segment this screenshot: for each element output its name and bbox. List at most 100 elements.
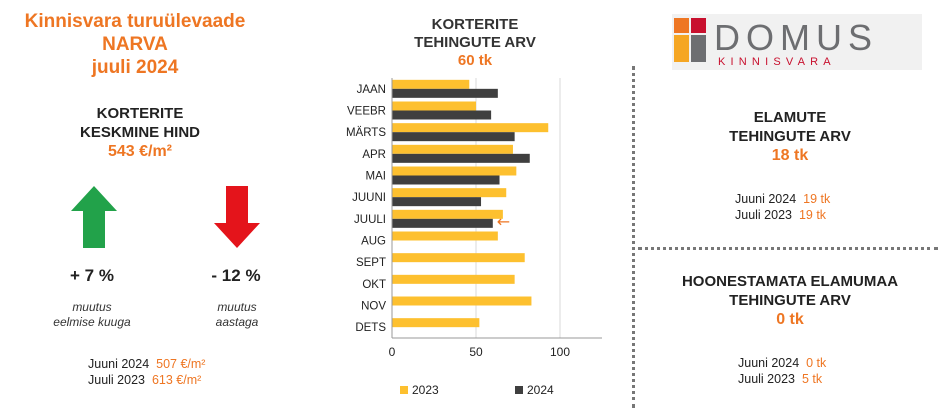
report-title-line3: juuli 2024 (91, 57, 179, 78)
legend-label-2024: 2024 (527, 383, 554, 397)
category-label-jaan: JAAN (357, 84, 386, 96)
chart-title-value: 60 tk (457, 52, 493, 69)
land-block: HOONESTAMATA ELAMUMAA TEHINGUTE ARV 0 tk (655, 272, 925, 329)
avg-price-compare-row1-label: Juuni 2024 (88, 357, 150, 371)
arrow-up-shape (71, 186, 117, 248)
bar-2023-mai (392, 166, 517, 176)
category-label-mai: MAI (366, 171, 386, 183)
monthly-change-label: muutus eelmise kuuga (27, 300, 157, 330)
chart-title-line2: TEHINGUTE ARV (414, 34, 536, 51)
category-label-juuli: JUULI (354, 214, 386, 226)
report-title-line2: NARVA (102, 34, 168, 55)
monthly-change-label-line2: eelmise kuuga (53, 315, 131, 329)
land-compare-row1: Juuni 2024 0 tk (738, 355, 826, 371)
bar-2023-apr (392, 144, 513, 154)
houses-block: ELAMUTE TEHINGUTE ARV 18 tk (670, 108, 910, 165)
logo-square-4 (691, 35, 706, 62)
land-title-line1: HOONESTAMATA ELAMUMAA (681, 273, 899, 290)
yearly-change-label-line1: muutus (217, 300, 257, 314)
bar-2024-märts (392, 132, 515, 142)
report-title-line1: Kinnisvara turuülevaade (24, 11, 246, 32)
bar-2023-juuli (392, 209, 503, 219)
land-compare-row1-value: 0 tk (806, 356, 827, 370)
category-label-sept: SEPT (356, 257, 386, 269)
avg-price-compare-row1-value: 507 €/m² (156, 357, 206, 371)
bar-2024-mai (392, 175, 500, 185)
avg-price-value: 543 €/m² (107, 143, 173, 160)
category-label-nov: NOV (361, 301, 386, 313)
avg-price-title-line2: KESKMINE HIND (79, 124, 200, 141)
monthly-change-pct: + 7 % (70, 266, 114, 285)
logo-subtitle: KINNISVARA (718, 56, 836, 68)
avg-price-block: KORTERITE KESKMINE HIND 543 €/m² (50, 104, 230, 161)
category-label-juuni: JUUNI (352, 192, 386, 204)
logo-square-1 (674, 18, 689, 33)
legend-swatch-2023 (400, 386, 408, 394)
bar-2023-dets (392, 318, 480, 328)
bar-2023-sept (392, 253, 525, 263)
category-label-apr: APR (362, 149, 386, 161)
avg-price-compare-row1: Juuni 2024 507 €/m² (88, 356, 205, 372)
bar-2023-veebr (392, 101, 476, 111)
arrow-down-icon (214, 186, 260, 248)
land-compare-row2-label: Juuli 2023 (738, 372, 795, 386)
avg-price-compare-row2-label: Juuli 2023 (88, 373, 145, 387)
houses-compare-row2-value: 19 tk (798, 208, 827, 222)
bar-2023-juuni (392, 188, 507, 198)
bar-2024-apr (392, 153, 530, 163)
houses-compare-row1-label: Juuni 2024 (735, 192, 797, 206)
category-label-okt: OKT (362, 279, 386, 291)
transactions-bar-chart: JAAN VEEBR MÄRTS APR MAI JUUNI JUULI AUG SEPT OKT… (346, 78, 602, 397)
houses-compare-row1-value: 19 tk (803, 192, 831, 206)
avg-price-compare: Juuni 2024 507 €/m² Juuli 2023 613 €/m² (88, 356, 205, 388)
category-label-aug: AUG (361, 236, 386, 248)
category-label-dets: DETS (355, 322, 386, 334)
houses-compare-row2: Juuli 2023 19 tk (735, 207, 830, 223)
yearly-change-label: muutus aastaga (172, 300, 302, 330)
chart-title-line1: KORTERITE (431, 16, 519, 33)
logo-name: DOMUS (714, 17, 878, 58)
houses-compare-row2-label: Juuli 2023 (735, 208, 792, 222)
houses-title-line2: TEHINGUTE ARV (729, 128, 851, 145)
logo-square-3 (674, 35, 689, 62)
x-tick-label-50: 50 (469, 345, 483, 359)
report-title: Kinnisvara turuülevaade NARVA juuli 2024 (10, 10, 260, 79)
land-compare-row1-label: Juuni 2024 (738, 356, 800, 370)
bar-2024-jaan (392, 88, 498, 98)
arrow-down-shape (214, 186, 260, 248)
logo-square-2 (691, 18, 706, 33)
domus-logo: DOMUS KINNISVARA (672, 14, 922, 70)
land-title-line2: TEHINGUTE ARV (729, 292, 851, 309)
avg-price-compare-row2: Juuli 2023 613 €/m² (88, 372, 205, 388)
chart-title: KORTERITE TEHINGUTE ARV 60 tk (380, 16, 570, 70)
land-compare-row2-value: 5 tk (801, 372, 823, 386)
arrow-up-icon (71, 186, 117, 248)
bar-2024-juuni (392, 197, 482, 207)
avg-price-compare-row2-value: 613 €/m² (151, 373, 202, 387)
monthly-change-label-line1: muutus (72, 300, 112, 314)
highlight-arrow-icon: ← (497, 212, 510, 231)
domus-logo-image: DOMUS KINNISVARA (674, 17, 878, 68)
land-value: 0 tk (776, 311, 804, 328)
houses-compare-row1: Juuni 2024 19 tk (735, 191, 830, 207)
avg-price-title-line1: KORTERITE (96, 105, 184, 122)
houses-value: 18 tk (771, 147, 809, 164)
land-compare: Juuni 2024 0 tk Juuli 2023 5 tk (738, 355, 826, 387)
houses-compare: Juuni 2024 19 tk Juuli 2023 19 tk (735, 191, 830, 223)
yearly-change-pct: - 12 % (211, 266, 261, 285)
legend-swatch-2024 (515, 386, 523, 394)
bar-2023-jaan (392, 79, 470, 89)
bar-2023-aug (392, 231, 498, 241)
yearly-change-label-line2: aastaga (215, 315, 259, 329)
x-tick-label-100: 100 (550, 345, 570, 359)
horizontal-divider (638, 247, 938, 250)
category-label-veebr: VEEBR (347, 106, 386, 118)
bar-2024-juuli (392, 218, 493, 228)
bar-2023-nov (392, 296, 532, 306)
vertical-divider (632, 66, 635, 408)
land-compare-row2: Juuli 2023 5 tk (738, 371, 826, 387)
houses-title-line1: ELAMUTE (753, 109, 827, 126)
bar-2023-märts (392, 123, 549, 133)
x-tick-label-0: 0 (389, 345, 396, 359)
bar-2023-okt (392, 274, 515, 284)
